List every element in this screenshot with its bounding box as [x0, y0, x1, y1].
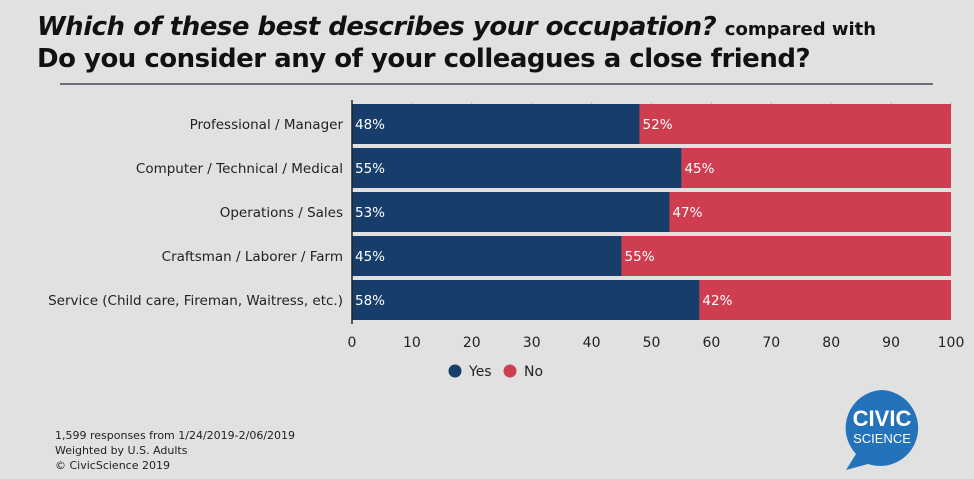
title-divider	[60, 83, 933, 85]
legend-label-yes: Yes	[468, 364, 492, 380]
data-label: 55%	[355, 161, 385, 177]
question1: Which of these best describes your occup…	[37, 12, 717, 42]
data-label: 55%	[625, 249, 655, 265]
x-tick-label: 70	[762, 335, 780, 351]
bar-no	[699, 280, 951, 320]
data-label: 52%	[643, 117, 673, 133]
bar-no	[681, 148, 951, 188]
bar-yes	[352, 280, 700, 320]
civicscience-logo: CIVIC SCIENCE	[845, 390, 919, 470]
legend-label-no: No	[524, 364, 543, 380]
legend-marker-yes	[448, 364, 462, 378]
x-tick-label: 30	[523, 335, 541, 351]
x-tick-label: 100	[938, 335, 965, 351]
category-label: Professional / Manager	[190, 117, 344, 133]
footer-notes: 1,599 responses from 1/24/2019-2/06/2019…	[55, 428, 295, 473]
chart-title-line2: Do you consider any of your colleagues a…	[37, 44, 811, 74]
bar-no	[669, 192, 951, 232]
footer-copyright: © CivicScience 2019	[55, 459, 170, 472]
bar-yes	[352, 104, 640, 144]
x-tick-label: 80	[822, 335, 840, 351]
footer-responses: 1,599 responses from 1/24/2019-2/06/2019	[55, 429, 296, 442]
data-label: 45%	[684, 161, 714, 177]
category-label: Operations / Sales	[220, 205, 343, 221]
x-tick-label: 90	[882, 335, 900, 351]
x-tick-label: 20	[463, 335, 481, 351]
chart-title-line1: Which of these best describes your occup…	[37, 12, 876, 42]
data-label: 47%	[672, 205, 702, 221]
category-label: Craftsman / Laborer / Farm	[162, 249, 343, 265]
connector-text: compared with	[724, 19, 877, 40]
x-tick-label: 40	[583, 335, 601, 351]
bar-no	[639, 104, 951, 144]
category-label: Computer / Technical / Medical	[136, 161, 343, 177]
bar-no	[621, 236, 951, 276]
x-tick-label: 0	[348, 335, 357, 351]
svg-text:SCIENCE: SCIENCE	[853, 431, 911, 446]
data-label: 45%	[355, 249, 385, 265]
svg-text:CIVIC: CIVIC	[853, 406, 912, 431]
category-label: Service (Child care, Fireman, Waitress, …	[48, 293, 343, 309]
x-tick-label: 50	[643, 335, 661, 351]
bar-yes	[352, 192, 670, 232]
data-label: 48%	[355, 117, 385, 133]
bar-yes	[352, 236, 622, 276]
x-tick-label: 10	[403, 335, 421, 351]
footer-weighting: Weighted by U.S. Adults	[55, 444, 188, 457]
legend-marker-no	[503, 364, 517, 378]
x-tick-label: 60	[702, 335, 720, 351]
data-label: 58%	[355, 293, 385, 309]
data-label: 42%	[702, 293, 732, 309]
bar-yes	[352, 148, 682, 188]
data-label: 53%	[355, 205, 385, 221]
